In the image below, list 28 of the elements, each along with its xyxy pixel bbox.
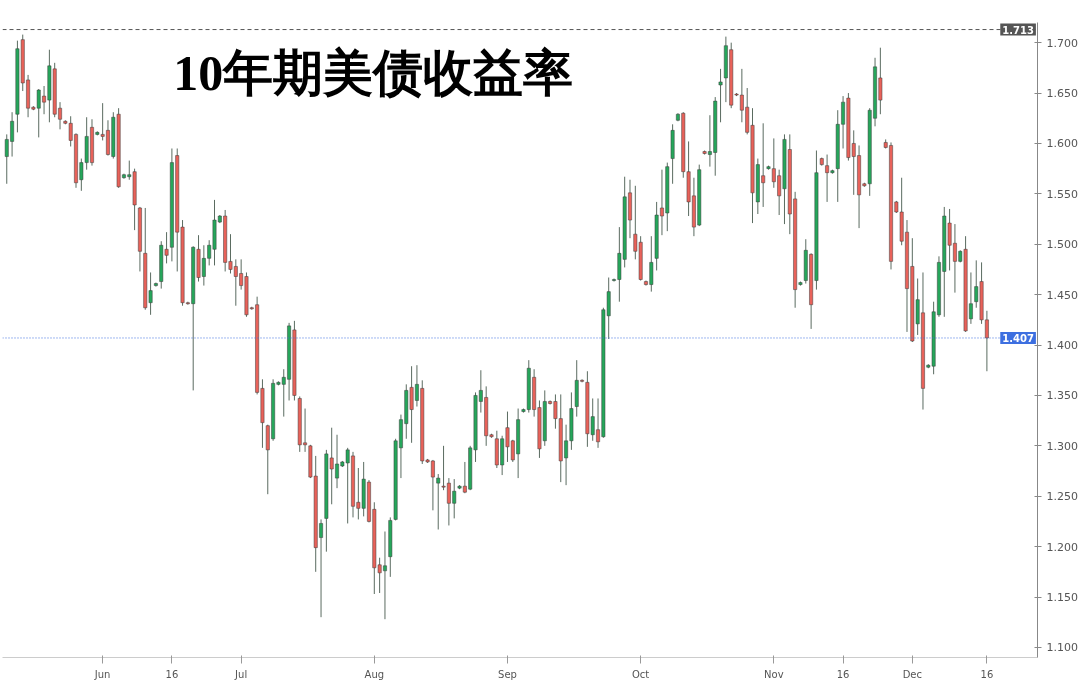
y-tick-label: 1.450 [1046, 288, 1078, 302]
y-tick-label: 1.300 [1046, 439, 1078, 453]
y-tick-label: 1.350 [1046, 389, 1078, 403]
y-tick-label: 1.650 [1046, 87, 1078, 101]
x-tick-label: Nov [764, 668, 784, 680]
x-tick-label: 16 [836, 668, 850, 680]
y-tick-label: 1.200 [1046, 540, 1078, 554]
y-tick-label: 1.250 [1046, 490, 1078, 504]
candlestick [718, 68, 723, 123]
y-tick-label: 1.550 [1046, 187, 1078, 201]
ref-line-label: 1.407 [1002, 332, 1034, 344]
candlestick [436, 473, 441, 530]
x-tick-label: Oct [632, 668, 650, 680]
y-tick-label: 1.100 [1046, 641, 1078, 655]
y-tick-label: 1.700 [1046, 36, 1078, 50]
x-tick-label: 16 [165, 668, 179, 680]
text: 10年期美债收益率 [173, 44, 574, 101]
y-tick-label: 1.500 [1046, 238, 1078, 252]
y-tick-label: 1.400 [1046, 339, 1078, 353]
y-tick-label: 1.150 [1046, 591, 1078, 605]
x-tick-label: 16 [980, 668, 994, 680]
x-tick-label: Jul [234, 668, 248, 680]
ref-line-label: 1.713 [1002, 24, 1034, 36]
x-tick-label: Sep [498, 668, 517, 680]
x-tick-label: Aug [364, 668, 385, 680]
x-tick-label: Jun [93, 668, 111, 680]
x-tick-label: Dec [902, 668, 922, 680]
y-tick-label: 1.600 [1046, 137, 1078, 151]
